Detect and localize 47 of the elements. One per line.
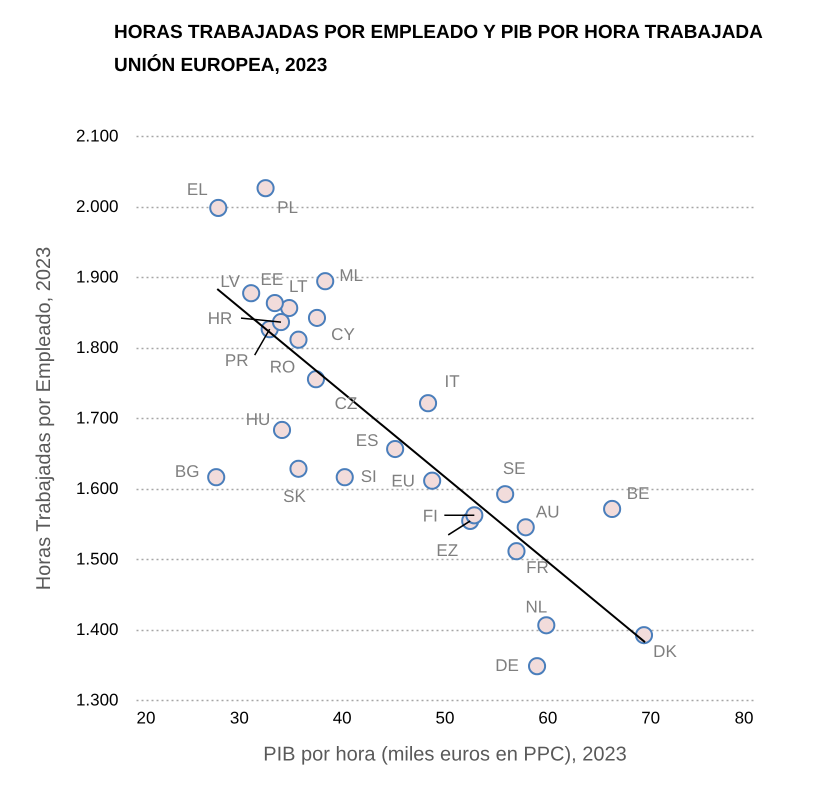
annotation: SK [283, 486, 306, 506]
y-tick-label: 1.900 [76, 268, 118, 286]
y-tick-label: 1.500 [76, 550, 118, 568]
annotation: FR [526, 558, 549, 578]
annotation: EU [391, 472, 415, 491]
x-tick-label: 30 [230, 708, 249, 728]
annotation: PR [224, 351, 248, 370]
annotation: CZ [334, 394, 358, 414]
x-tick-label: 70 [641, 708, 660, 728]
y-tick-label: 1.600 [76, 479, 118, 498]
annotation: FI [422, 506, 438, 526]
annotation: CY [331, 324, 355, 344]
x-tick-label: 20 [136, 708, 156, 728]
annotation: EL [186, 180, 208, 199]
annotation: SI [360, 467, 377, 486]
annotation: BE [626, 484, 650, 503]
chart-title: HORAS TRABAJADAS POR EMPLEADO Y PIB POR HORA TRABAJADA [114, 22, 764, 43]
annotation: PL [277, 198, 298, 218]
annotation: HU [246, 410, 270, 429]
x-tick-label: 60 [538, 708, 558, 728]
annotation: SE [502, 459, 526, 478]
y-tick-label: 2.000 [76, 197, 118, 216]
annotation: AU [536, 502, 560, 522]
annotation: ES [356, 431, 378, 450]
annotation: IT [444, 372, 460, 392]
annotation: BG [174, 462, 200, 482]
x-axis-title: PIB por hora (miles euros en PPC), 2023 [263, 744, 627, 766]
y-tick-label: 1.300 [76, 690, 118, 710]
y-tick-label: 1.800 [76, 338, 118, 357]
chart-subtitle: UNIÓN EUROPEA, 2023 [114, 54, 328, 76]
x-tick-label: 50 [436, 708, 454, 728]
annotation: ML [339, 266, 364, 286]
y-tick-label: 2.100 [76, 126, 118, 146]
y-tick-label: 1.400 [76, 620, 118, 639]
annotation: RO [270, 358, 296, 377]
annotation: DE [495, 656, 519, 676]
y-tick-label: 1.700 [76, 408, 118, 428]
y-axis-title: Horas Trabajadas por Empleado, 2023 [32, 246, 55, 590]
annotation: LT [288, 277, 308, 296]
x-tick-label: 80 [734, 708, 754, 728]
annotation: EZ [436, 540, 458, 560]
annotation: DK [653, 642, 678, 662]
annotation: EE [260, 270, 284, 290]
annotation: LV [220, 272, 241, 292]
x-tick-label: 40 [332, 708, 352, 728]
annotation: NL [525, 597, 548, 616]
annotation: HR [208, 309, 232, 328]
